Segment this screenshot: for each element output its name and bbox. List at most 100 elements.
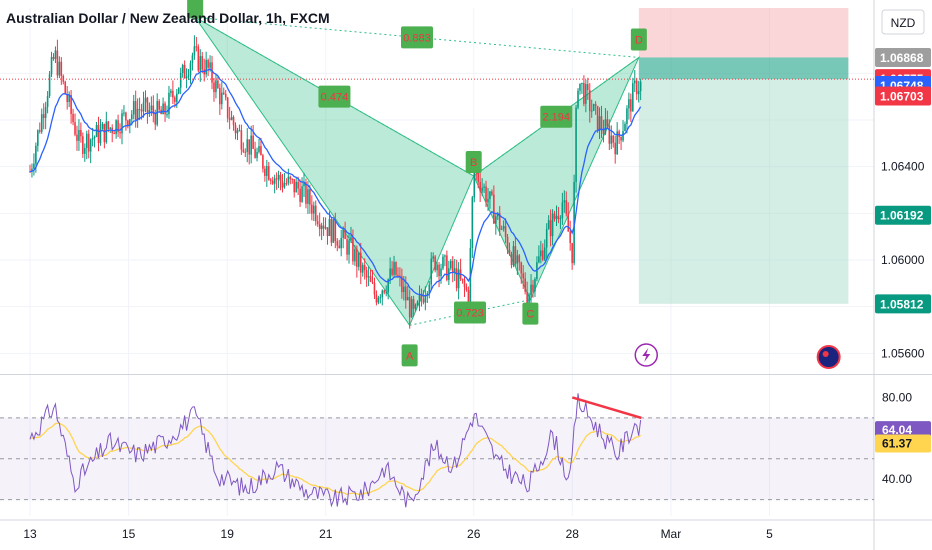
- candle-body: [103, 123, 106, 143]
- candle-body: [68, 95, 70, 103]
- candle-body: [74, 122, 76, 135]
- candle-body: [403, 286, 405, 293]
- pattern-ratio-badge[interactable]: [454, 301, 487, 324]
- candle-body: [600, 116, 603, 130]
- candle-body: [391, 268, 393, 275]
- pattern-triangle-bcd[interactable]: [473, 55, 641, 301]
- candle-body: [311, 204, 313, 214]
- price-marker-bar-low[interactable]: [875, 86, 931, 106]
- pattern-ratio-label: 0.723: [456, 308, 484, 320]
- candle-body: [80, 129, 82, 137]
- candle-body: [58, 61, 61, 76]
- candle-body: [121, 113, 123, 134]
- candle-body: [299, 188, 301, 202]
- candle-body: [465, 286, 468, 290]
- candle-body: [123, 112, 125, 114]
- candle-body: [602, 129, 605, 134]
- price-marker-target-1[interactable]: [875, 205, 931, 225]
- candle-body: [340, 237, 342, 249]
- time-tick-label: 13: [23, 527, 37, 541]
- candle-body: [336, 241, 339, 246]
- currency-button[interactable]: [881, 9, 925, 35]
- candle-body: [303, 182, 305, 187]
- candle-body: [260, 146, 262, 156]
- pattern-ratio-badge[interactable]: [540, 105, 573, 128]
- candle-body: [31, 168, 33, 172]
- candle-body: [87, 133, 90, 152]
- candle-body: [291, 179, 294, 181]
- candle-body: [76, 134, 78, 141]
- candle-body: [352, 237, 354, 262]
- candle-body: [575, 107, 577, 183]
- candle-body: [348, 240, 350, 255]
- candle-body: [555, 215, 558, 219]
- candle-body: [489, 191, 491, 199]
- candle-body: [551, 213, 554, 237]
- candle-body: [485, 186, 487, 203]
- candle-body: [224, 94, 227, 98]
- pattern-ratio-label: 2.194: [543, 112, 571, 124]
- candle-body: [179, 73, 182, 88]
- candle-body: [479, 181, 481, 192]
- candle-body: [530, 284, 532, 296]
- candle-body: [540, 250, 542, 257]
- candle-body: [528, 295, 530, 304]
- candle-body: [197, 46, 200, 71]
- candle-body: [412, 299, 415, 309]
- pattern-ratio-badge[interactable]: [318, 85, 351, 108]
- rsi-ma-marker[interactable]: [875, 434, 931, 453]
- candle-body: [440, 268, 442, 277]
- price-marker-label: 1.06192: [880, 209, 924, 223]
- candle-body: [545, 228, 548, 248]
- candle-body: [191, 55, 194, 64]
- pattern-point-badge[interactable]: [401, 344, 418, 367]
- pattern-point-badge[interactable]: [187, 0, 204, 19]
- candle-body: [635, 80, 638, 95]
- candle-body: [328, 218, 331, 237]
- candle-body: [457, 269, 460, 289]
- pattern-point-badge[interactable]: [522, 302, 539, 325]
- pattern-point-label: B: [470, 157, 477, 169]
- candle-body: [46, 95, 49, 107]
- candle-body: [148, 110, 151, 113]
- candle-body: [350, 237, 352, 241]
- candle-body: [496, 213, 499, 217]
- pattern-point-badge[interactable]: [465, 151, 482, 173]
- candle-body: [620, 136, 622, 141]
- price-marker-target-2[interactable]: [875, 294, 931, 314]
- candle-body: [95, 125, 98, 137]
- candle-body: [420, 294, 423, 299]
- candle-body: [358, 252, 360, 267]
- candle-body: [166, 114, 168, 116]
- pattern-point-label: C: [526, 309, 534, 321]
- candle-body: [54, 50, 57, 59]
- candle-body: [450, 260, 452, 269]
- stop-loss-zone[interactable]: [638, 8, 849, 58]
- candle-body: [616, 131, 618, 155]
- candle-body: [628, 99, 630, 109]
- candle-body: [154, 113, 157, 125]
- candle-body: [107, 121, 110, 129]
- pattern-point-badge[interactable]: [630, 28, 647, 51]
- pattern-point-label: A: [406, 350, 414, 362]
- candle-body: [318, 224, 321, 230]
- candle-body: [40, 114, 43, 132]
- rsi-divergence-line[interactable]: [571, 396, 642, 420]
- price-marker-harmonic-d-level[interactable]: [875, 47, 931, 67]
- candle-body: [183, 64, 186, 79]
- candle-body: [342, 229, 344, 238]
- candle-body: [89, 139, 92, 152]
- candle-body: [275, 178, 278, 180]
- candle-body: [246, 139, 249, 152]
- candle-body: [424, 295, 427, 303]
- take-profit-zone[interactable]: [638, 57, 849, 304]
- candle-body: [506, 236, 509, 250]
- candle-body: [588, 90, 591, 112]
- candle-body: [387, 279, 389, 293]
- candle-body: [226, 97, 229, 119]
- candle-body: [283, 183, 286, 188]
- pattern-ratio-badge[interactable]: [401, 26, 434, 49]
- currency-label: NZD: [891, 16, 916, 30]
- flag-icon[interactable]: [816, 345, 841, 369]
